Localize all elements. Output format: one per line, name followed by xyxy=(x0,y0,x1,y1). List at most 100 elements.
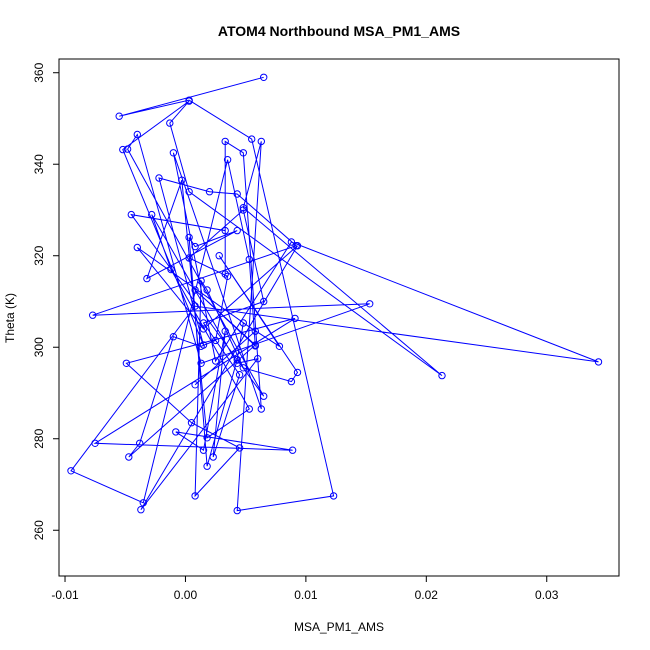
data-point xyxy=(233,226,241,235)
x-axis-label: MSA_PM1_AMS xyxy=(294,620,384,634)
y-tick-label: 280 xyxy=(32,428,46,448)
data-point xyxy=(203,286,211,294)
data-point xyxy=(139,499,148,507)
data-point xyxy=(257,405,265,413)
data-point xyxy=(594,358,603,366)
data-point xyxy=(169,333,178,341)
data-point xyxy=(185,233,193,242)
data-point xyxy=(122,359,131,367)
data-point xyxy=(115,112,123,120)
y-tick-label: 340 xyxy=(32,154,46,174)
x-tick-label: 0.00 xyxy=(174,588,198,602)
data-point xyxy=(172,428,180,436)
data-point xyxy=(233,190,241,198)
data-point xyxy=(211,336,220,345)
data-point xyxy=(438,371,446,380)
data-point xyxy=(185,254,193,262)
data-point xyxy=(199,446,208,454)
y-tick-label: 360 xyxy=(32,62,46,82)
y-tick-label: 260 xyxy=(32,520,46,540)
data-point xyxy=(127,210,136,219)
data-point xyxy=(235,444,244,452)
data-point xyxy=(288,446,297,454)
data-point xyxy=(187,419,196,427)
data-point xyxy=(233,355,241,364)
data-point xyxy=(215,252,223,260)
data-point xyxy=(233,506,241,515)
data-point xyxy=(291,314,299,323)
x-tick-label: 0.02 xyxy=(415,588,439,602)
data-point xyxy=(260,73,268,82)
data-point xyxy=(209,453,217,461)
data-point xyxy=(185,97,193,105)
data-point xyxy=(251,327,260,335)
data-point xyxy=(235,371,244,379)
data-point xyxy=(223,156,232,164)
data-point xyxy=(293,368,302,377)
data-point xyxy=(239,364,248,372)
data-point xyxy=(221,270,229,278)
data-point xyxy=(136,439,144,447)
data-point xyxy=(293,242,302,250)
data-point xyxy=(191,381,199,389)
data-point xyxy=(260,297,268,306)
y-axis-label: Theta (K) xyxy=(3,293,17,343)
data-point xyxy=(191,492,199,500)
data-point xyxy=(197,342,205,350)
data-point xyxy=(239,149,248,157)
data-point xyxy=(248,135,256,143)
data-point xyxy=(67,467,75,475)
data-point xyxy=(148,210,156,219)
data-point xyxy=(185,188,193,196)
data-point xyxy=(191,242,199,251)
y-tick-label: 300 xyxy=(32,337,46,357)
data-point xyxy=(89,311,97,319)
data-point xyxy=(211,357,220,365)
data-point xyxy=(223,272,232,280)
data-point xyxy=(91,439,99,447)
data-point xyxy=(125,453,133,461)
data-point xyxy=(245,405,254,413)
chart-title: ATOM4 Northbound MSA_PM1_AMS xyxy=(218,23,460,39)
data-point xyxy=(199,325,208,333)
series-line xyxy=(70,76,599,512)
x-tick-label: 0.01 xyxy=(294,588,318,602)
x-tick-label: -0.01 xyxy=(51,588,79,602)
series-lines xyxy=(70,76,599,512)
data-point xyxy=(191,286,199,294)
data-point xyxy=(133,243,142,252)
plot-frame xyxy=(58,58,620,577)
data-point xyxy=(275,342,284,350)
data-point xyxy=(123,145,132,153)
data-point xyxy=(260,392,268,400)
data-point xyxy=(245,255,254,264)
data-point xyxy=(287,377,296,386)
data-point xyxy=(366,300,374,308)
data-point xyxy=(257,137,265,146)
data-point xyxy=(167,265,175,274)
data-point xyxy=(197,277,205,285)
data-point xyxy=(287,238,296,246)
data-point xyxy=(239,319,248,327)
data-point xyxy=(203,434,211,442)
data-point xyxy=(137,506,145,514)
data-point xyxy=(239,206,248,214)
data-point xyxy=(178,176,186,184)
data-point xyxy=(119,145,127,154)
data-point xyxy=(197,359,205,367)
data-point xyxy=(221,137,229,146)
data-point xyxy=(203,462,211,470)
data-point xyxy=(166,119,174,127)
data-point xyxy=(233,359,241,367)
data-point xyxy=(191,302,199,310)
series-points xyxy=(67,73,603,515)
data-point xyxy=(205,188,214,196)
data-point xyxy=(169,149,178,157)
data-point xyxy=(221,226,229,235)
data-point xyxy=(251,341,260,349)
data-point xyxy=(221,327,229,335)
x-tick-label: 0.03 xyxy=(535,588,559,602)
data-point xyxy=(155,174,163,182)
data-point xyxy=(143,274,151,283)
